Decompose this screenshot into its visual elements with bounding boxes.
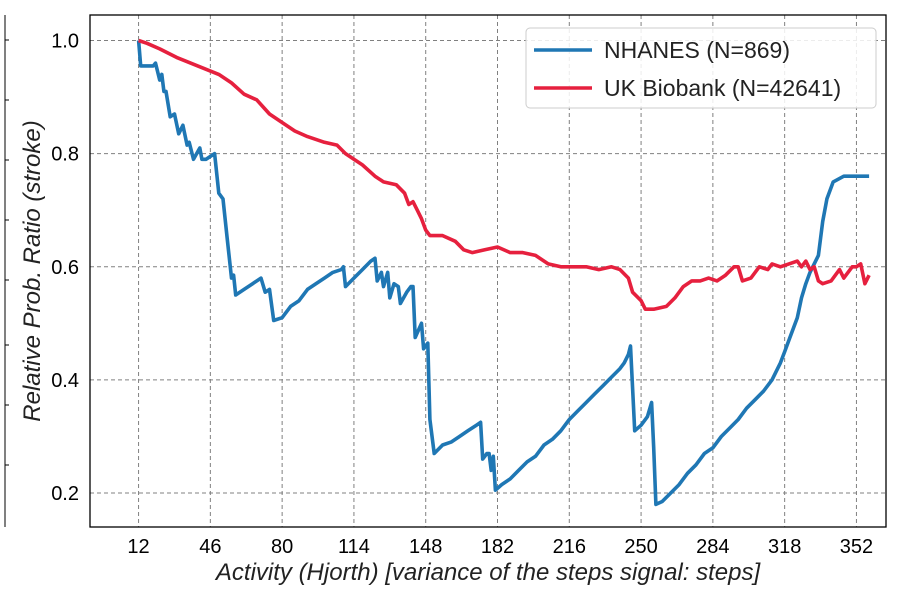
- x-tick-label: 80: [271, 536, 293, 558]
- legend-box: [525, 27, 877, 109]
- y-axis-title: Relative Prob. Ratio (stroke): [19, 120, 46, 421]
- y-tick-label: 0.8: [51, 144, 79, 166]
- legend-label-0: NHANES (N=869): [604, 37, 790, 63]
- series-layer: [136, 38, 871, 507]
- x-tick-label: 12: [127, 536, 149, 558]
- x-tick-label: 148: [409, 536, 442, 558]
- legend: NHANES (N=869) UK Biobank (N=42641): [525, 27, 877, 109]
- plot-frame: [89, 14, 887, 528]
- x-tick-label: 46: [199, 536, 221, 558]
- x-tick-label: 114: [338, 536, 370, 558]
- x-tick-label: 182: [481, 536, 514, 558]
- x-tick-label: 318: [768, 536, 801, 558]
- y-tick-label: 0.2: [51, 483, 79, 505]
- x-tick-label: 284: [696, 536, 729, 558]
- y-tick-label: 1.0: [51, 30, 79, 52]
- x-tick-label: 216: [553, 536, 586, 558]
- y-tick-label: 0.6: [51, 257, 79, 279]
- x-tick-label: 250: [624, 536, 657, 558]
- legend-label-1: UK Biobank (N=42641): [604, 75, 841, 101]
- x-axis-title: Activity (Hjorth) [variance of the steps…: [214, 559, 762, 586]
- axis-ticks: 12 46 80 114 148 182 216 250 284 318 352 0.2 0.4 0.6 0…: [4, 15, 873, 558]
- series-line-1: [138, 38, 871, 311]
- series-line-0: [136, 40, 870, 507]
- x-tick-label: 352: [840, 536, 873, 558]
- y-tick-label: 0.4: [51, 370, 79, 392]
